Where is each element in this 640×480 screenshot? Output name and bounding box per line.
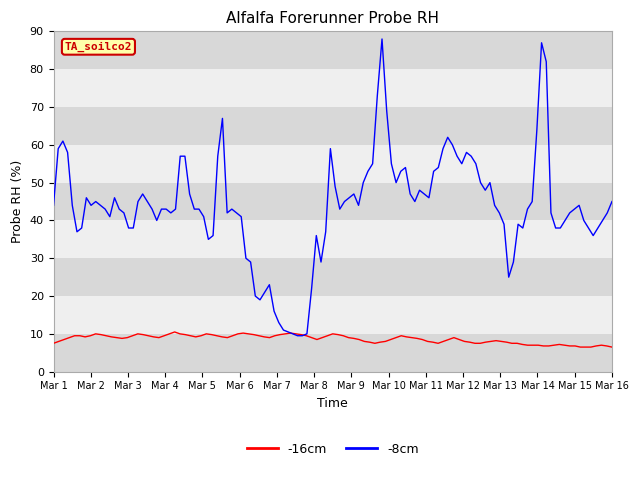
Y-axis label: Probe RH (%): Probe RH (%) xyxy=(11,160,24,243)
Bar xyxy=(54,220,612,258)
X-axis label: Time: Time xyxy=(317,397,348,410)
Bar xyxy=(54,296,612,334)
Bar xyxy=(54,69,612,107)
Title: Alfalfa Forerunner Probe RH: Alfalfa Forerunner Probe RH xyxy=(226,11,439,26)
Text: TA_soilco2: TA_soilco2 xyxy=(65,42,132,52)
Bar xyxy=(54,145,612,183)
Legend: -16cm, -8cm: -16cm, -8cm xyxy=(242,438,424,461)
